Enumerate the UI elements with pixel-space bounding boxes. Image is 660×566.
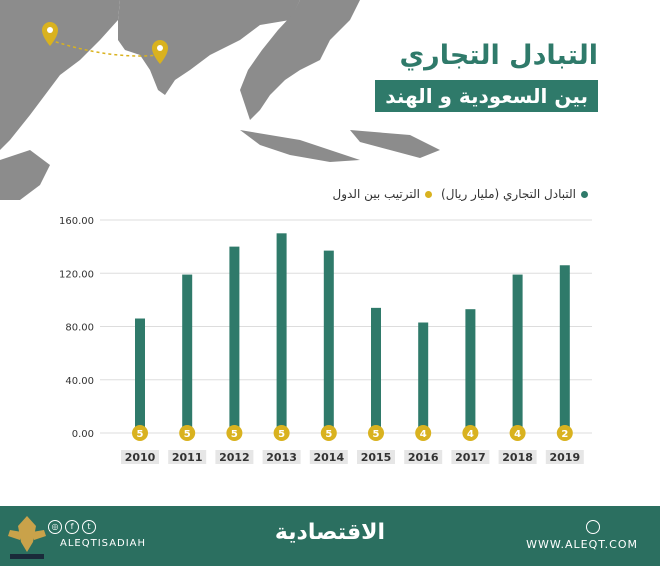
rank-badge [556, 425, 573, 441]
arabian-peninsula-land [0, 0, 120, 150]
bar [465, 309, 476, 433]
x-tick-bg [357, 450, 395, 464]
rank-label: 5 [325, 429, 332, 440]
route-line [49, 39, 161, 57]
globe-icon [586, 520, 600, 534]
x-tick-label: 2018 [502, 451, 533, 464]
bar [182, 274, 193, 433]
legend-item-rank: الترتيب بين الدول [332, 187, 432, 201]
x-tick-label: 2012 [219, 451, 250, 464]
indonesia-islands [240, 130, 360, 162]
x-tick-bg [309, 450, 348, 464]
bar [135, 318, 145, 433]
rank-badge [462, 425, 479, 441]
rank-label: 4 [514, 429, 521, 440]
instagram-icon[interactable]: ◎ [48, 520, 62, 534]
legend-label-rank: الترتيب بين الدول [332, 187, 420, 201]
rank-label: 5 [184, 429, 191, 440]
y-tick-label: 120.00 [59, 269, 94, 280]
x-tick-label: 2016 [408, 451, 439, 464]
rank-badge [320, 425, 337, 441]
y-tick-label: 80.00 [65, 323, 94, 334]
y-tick-label: 40.00 [65, 376, 94, 387]
y-tick-label: 160.00 [59, 216, 94, 227]
bar [371, 307, 381, 433]
x-tick-label: 2015 [361, 451, 392, 464]
legend-dot-rank [425, 190, 432, 198]
rank-label: 4 [467, 429, 474, 440]
bar [512, 274, 523, 433]
rank-badge [273, 425, 290, 441]
x-tick-bg [262, 450, 301, 464]
rank-label: 4 [420, 429, 427, 440]
y-tick-label: 0.00 [72, 429, 94, 440]
chart-title: التبادل التجاري [399, 40, 598, 71]
website-link[interactable]: WWW.ALEQT.COM [526, 538, 638, 551]
footer-bar: الاقتصادية WWW.ALEQT.COM ◎ f t ALEQTISAD… [0, 506, 660, 566]
chart-subtitle: بين السعودية و الهند [375, 80, 598, 112]
bar [229, 246, 240, 433]
x-tick-bg [215, 450, 254, 464]
rank-badge [179, 425, 196, 441]
x-tick-label: 2017 [455, 451, 486, 464]
legend-item-trade: التبادل التجاري (مليار ريال) [441, 187, 588, 201]
eagle-logo-icon [8, 516, 46, 559]
x-tick-label: 2013 [266, 451, 297, 464]
rank-badge [226, 425, 243, 441]
facebook-icon[interactable]: f [65, 520, 79, 534]
world-map-background [0, 0, 440, 200]
indonesia-islands-2 [350, 130, 440, 158]
rank-badge [509, 425, 526, 441]
x-tick-bg [404, 450, 443, 464]
legend-dot-trade [581, 190, 588, 198]
x-tick-label: 2011 [172, 451, 203, 464]
x-tick-bg [451, 450, 490, 464]
x-tick-bg [168, 450, 207, 464]
bar-chart: 0.00 40.00 80.00 120.00 160.00 5 2010 5 2011 5 201… [59, 216, 592, 464]
x-tick-bg [545, 450, 584, 464]
bar [418, 322, 429, 433]
southeast-asia-land [240, 0, 360, 120]
x-tick-bg [498, 450, 537, 464]
bar [323, 250, 334, 433]
pin-india-icon [152, 40, 168, 64]
brand-logo-text: الاقتصادية [274, 520, 386, 545]
x-tick-label: 2014 [313, 451, 344, 464]
horn-of-africa-land [0, 150, 50, 200]
rank-label: 5 [231, 429, 238, 440]
twitter-icon[interactable]: t [82, 520, 96, 534]
social-handle[interactable]: ALEQTISADIAH [60, 538, 147, 549]
rank-badge [415, 425, 432, 441]
rank-badge [132, 425, 148, 441]
x-tick-label: 2019 [549, 451, 580, 464]
rank-badge [368, 425, 384, 441]
pin-saudi-icon [42, 22, 58, 46]
rank-label: 5 [137, 429, 144, 440]
bar [276, 233, 287, 433]
legend-label-trade: التبادل التجاري (مليار ريال) [441, 187, 576, 201]
x-tick-bg [121, 450, 159, 464]
rank-label: 5 [278, 429, 285, 440]
india-land [118, 0, 300, 95]
rank-label: 5 [373, 429, 380, 440]
rank-label: 2 [561, 429, 568, 440]
bar [559, 265, 570, 433]
x-tick-label: 2010 [125, 451, 156, 464]
